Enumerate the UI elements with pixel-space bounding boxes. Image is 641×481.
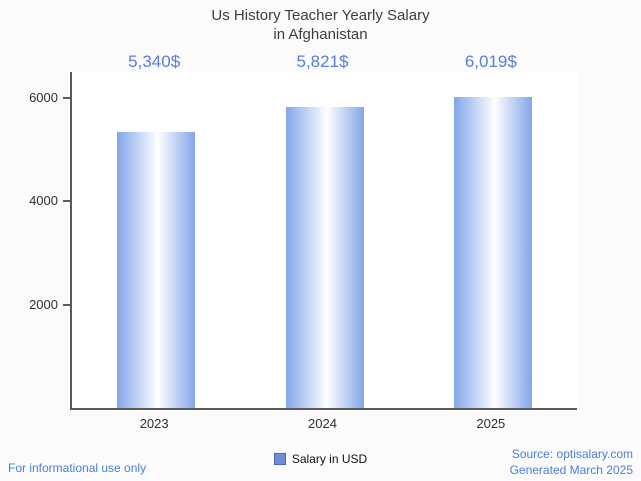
legend-label: Salary in USD — [291, 452, 368, 466]
bar-value-label: 5,340$ — [128, 52, 181, 71]
y-tick-mark — [63, 303, 70, 306]
bar-2023 — [117, 131, 196, 408]
legend: Salary in USD — [0, 452, 641, 466]
x-tick-label: 2024 — [308, 416, 337, 431]
chart-title-line1: Us History Teacher Yearly Salary — [211, 7, 430, 24]
bars-layer — [72, 72, 577, 408]
source-block: Source: optisalary.com Generated March 2… — [510, 446, 633, 478]
bar-2024 — [285, 107, 364, 408]
y-tick-label: 4000 — [29, 193, 58, 209]
plot-area — [70, 72, 577, 410]
bar-2025 — [453, 96, 532, 408]
value-labels-row: 5,340$ 5,821$ 6,019$ — [70, 52, 575, 74]
y-axis: 2000 4000 6000 — [0, 72, 70, 408]
disclaimer-text: For informational use only — [8, 461, 147, 475]
legend-swatch-icon — [273, 453, 286, 465]
y-tick-mark — [63, 96, 70, 99]
y-tick-mark — [63, 200, 70, 203]
x-tick-label: 2023 — [139, 416, 169, 431]
y-tick-label: 6000 — [29, 89, 58, 105]
x-tick-label: 2025 — [476, 416, 506, 431]
chart-title: Us History Teacher Yearly Salary in Afgh… — [0, 7, 641, 45]
y-tick-label: 2000 — [29, 296, 58, 312]
x-axis-labels: 2023 2024 2025 — [70, 416, 575, 434]
bar-value-label: 5,821$ — [296, 52, 349, 71]
generated-date: Generated March 2025 — [509, 463, 633, 477]
bar-value-label: 6,019$ — [464, 52, 517, 71]
source-link[interactable]: Source: optisalary.com — [511, 447, 633, 461]
chart-title-line2: in Afghanistan — [273, 25, 368, 43]
